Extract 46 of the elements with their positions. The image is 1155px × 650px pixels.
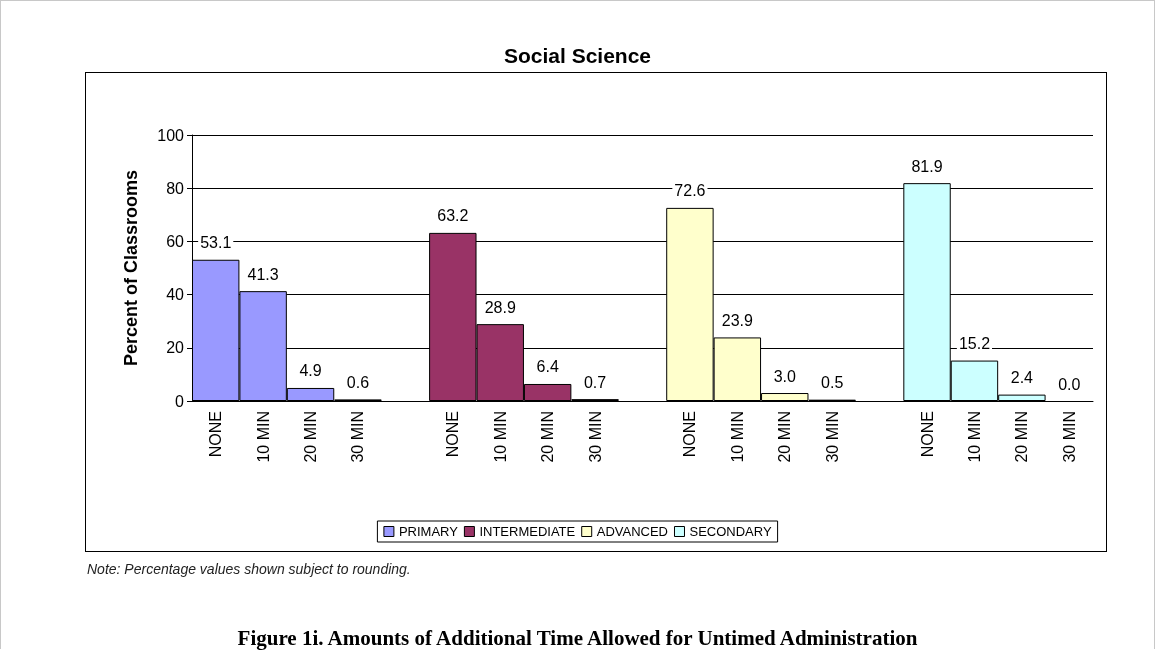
x-tick-label: 30 MIN (1060, 411, 1078, 463)
data-label: 63.2 (437, 207, 469, 225)
y-tick-label: 0 (175, 392, 185, 410)
legend-label: PRIMARY (398, 524, 459, 539)
legend-label: ADVANCED (596, 524, 668, 539)
y-tick-label: 20 (166, 339, 185, 357)
x-tick-label: 10 MIN (491, 411, 509, 463)
x-tick-label: 10 MIN (965, 411, 983, 463)
y-axis-title: Percent of Classrooms (121, 169, 141, 367)
y-tick-label: 100 (157, 126, 185, 144)
x-tick-label: 30 MIN (349, 411, 367, 463)
data-label: 2.4 (1010, 369, 1034, 387)
data-label: 23.9 (721, 311, 754, 329)
chart-title: Social Science (503, 44, 652, 67)
data-label: 6.4 (536, 358, 559, 376)
y-tick-label: 80 (166, 179, 185, 197)
legend-label: SECONDARY (689, 524, 772, 539)
data-label: 0.5 (821, 374, 844, 392)
data-label: 72.6 (674, 182, 706, 200)
x-tick-label: 10 MIN (728, 411, 746, 463)
x-tick-label: 20 MIN (302, 411, 320, 463)
x-tick-label: NONE (444, 411, 462, 458)
x-tick-label: NONE (207, 411, 225, 458)
data-label: 81.9 (911, 157, 943, 175)
data-label: 0.0 (1058, 375, 1081, 393)
data-label: 0.7 (583, 373, 607, 391)
data-label: 15.2 (958, 335, 991, 353)
x-tick-label: 30 MIN (823, 411, 841, 463)
caption: Figure 1i. Amounts of Additional Time Allowed for Untimed Administration (236, 626, 919, 650)
x-tick-label: 30 MIN (586, 411, 604, 463)
x-tick-label: 20 MIN (539, 411, 557, 463)
legend-label: INTERMEDIATE (479, 524, 576, 539)
x-tick-label: NONE (918, 411, 936, 458)
x-tick-label: 20 MIN (1013, 411, 1031, 463)
y-tick-label: 40 (166, 286, 185, 304)
y-tick-label: 60 (166, 232, 185, 250)
data-label: 28.9 (484, 298, 516, 316)
data-label: 0.6 (346, 373, 370, 391)
x-tick-label: 10 MIN (254, 411, 272, 463)
x-tick-label: NONE (681, 411, 699, 458)
x-tick-label: 20 MIN (776, 411, 794, 463)
text: Note: Percentage values shown subject to rounding. (87, 561, 411, 577)
data-label: 53.1 (200, 234, 232, 252)
data-label: 3.0 (773, 367, 796, 385)
data-label: 41.3 (247, 265, 279, 283)
data-label: 4.9 (299, 362, 322, 380)
